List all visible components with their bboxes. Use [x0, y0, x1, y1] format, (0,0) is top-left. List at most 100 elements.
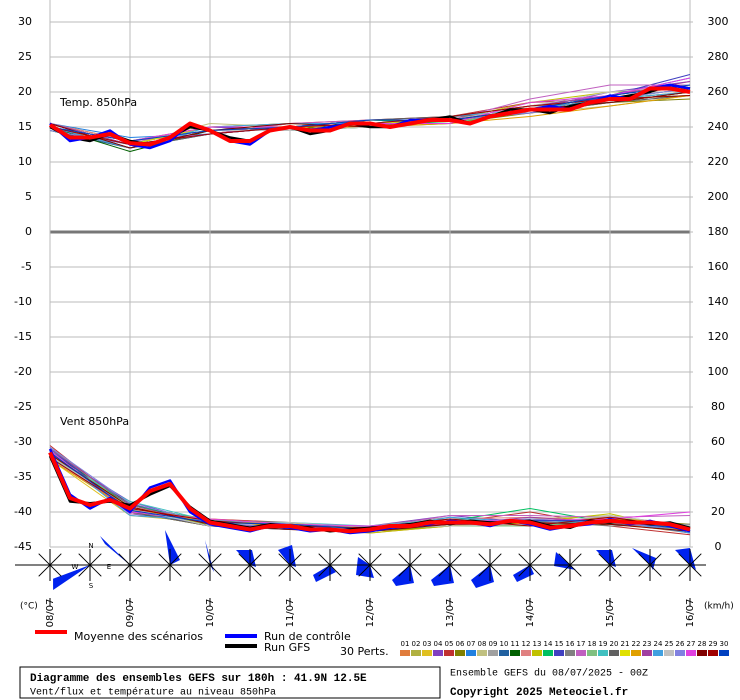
legend-label: 06	[456, 640, 465, 648]
legend-swatch	[587, 650, 597, 656]
plot	[48, 74, 691, 536]
compass-ray	[438, 553, 462, 577]
legend-label: 17	[577, 640, 586, 648]
compass-ray	[598, 553, 622, 577]
legend-label: 01	[401, 640, 410, 648]
y2-tick-label: 100	[708, 365, 729, 378]
x-tick-label: 11/07	[285, 599, 296, 628]
y-tick-label: -10	[14, 295, 32, 308]
compass-ray	[158, 553, 182, 577]
legend-label: 15	[555, 640, 564, 648]
y-tick-label: -35	[14, 470, 32, 483]
y-tick-label: -20	[14, 365, 32, 378]
legend-swatch	[543, 650, 553, 656]
y2-unit: (km/h)	[704, 602, 734, 612]
compass-ray	[118, 553, 142, 577]
y-tick-label: 30	[18, 15, 32, 28]
legend-label: 24	[654, 640, 663, 648]
y2-tick-label: 300	[708, 15, 729, 28]
legend-swatch	[499, 650, 509, 656]
legend-swatch	[598, 650, 608, 656]
legend-swatch	[444, 650, 454, 656]
legend-label: 09	[489, 640, 498, 648]
y2-tick-label: 20	[711, 505, 725, 518]
pert-temp-line	[49, 84, 691, 142]
legend-label: 21	[621, 640, 630, 648]
legend-swatch	[422, 650, 432, 656]
compass-ray	[318, 553, 342, 577]
x-tick-label: 13/07	[445, 599, 456, 628]
y-tick-label: -45	[14, 540, 32, 553]
x-tick-label: 10/07	[205, 599, 216, 628]
legend-label: 10	[500, 640, 509, 648]
rose-wedge	[596, 550, 616, 567]
y2-tick-label: 80	[711, 400, 725, 413]
rose-wedge	[165, 530, 180, 565]
footer-title: Diagramme des ensembles GEFS sur 180h : …	[30, 673, 367, 685]
legend-swatch	[653, 650, 663, 656]
legend-label: 07	[467, 640, 476, 648]
legend-label: 25	[665, 640, 674, 648]
y2-tick-label: 120	[708, 330, 729, 343]
legend-swatch	[455, 650, 465, 656]
legend-swatch	[620, 650, 630, 656]
legend-swatch	[609, 650, 619, 656]
compass-ray	[78, 553, 102, 577]
compass-ray	[518, 553, 542, 577]
legend-label: 23	[643, 640, 652, 648]
y-tick-label: 10	[18, 155, 32, 168]
legend-swatch	[521, 650, 531, 656]
y-tick-label: 25	[18, 50, 32, 63]
legend-swatch	[631, 650, 641, 656]
x-tick-label: 16/07	[685, 599, 696, 628]
legend-swatch	[466, 650, 476, 656]
wind-roses	[15, 530, 706, 590]
y2-tick-label: 260	[708, 85, 729, 98]
y2-tick-label: 60	[711, 435, 725, 448]
y2-tick-label: 160	[708, 260, 729, 273]
x-tick-label: 14/07	[525, 599, 536, 628]
x-tick-label: 12/07	[365, 599, 376, 628]
compass-ray	[38, 553, 62, 577]
legend-swatch	[433, 650, 443, 656]
legend-swatch	[719, 650, 729, 656]
y2-tick-label: 40	[711, 470, 725, 483]
legend-label: Run GFS	[264, 641, 310, 654]
compass-ray	[358, 553, 382, 577]
legend-swatch	[708, 650, 718, 656]
rose-wedge	[431, 565, 454, 586]
y-tick-label: -15	[14, 330, 32, 343]
y-tick-label: -25	[14, 400, 32, 413]
legend-swatch	[488, 650, 498, 656]
legend-swatch	[697, 650, 707, 656]
y2-tick-label: 220	[708, 155, 729, 168]
rose-wedge	[471, 565, 494, 588]
x-tick-label: 15/07	[605, 599, 616, 628]
y-unit: (°C)	[20, 602, 38, 612]
wind-label: Vent 850hPa	[60, 415, 129, 428]
legend-label: 30	[720, 640, 729, 648]
temp-label: Temp. 850hPa	[59, 96, 137, 109]
legend-label: 29	[709, 640, 718, 648]
legend-swatch	[642, 650, 652, 656]
perts-label: 30 Perts.	[340, 645, 389, 658]
y-tick-label: 20	[18, 85, 32, 98]
compass-label: S	[89, 582, 94, 590]
y-tick-label: 0	[25, 225, 32, 238]
footer-copyright: Copyright 2025 Meteociel.fr	[450, 687, 628, 699]
legend-swatch	[675, 650, 685, 656]
compass-label: E	[107, 563, 111, 571]
y-tick-label: -30	[14, 435, 32, 448]
legend-label: 12	[522, 640, 531, 648]
compass-ray	[638, 553, 662, 577]
legend-label: 16	[566, 640, 575, 648]
legend-label: 11	[511, 640, 520, 648]
rose-wedge	[53, 565, 90, 590]
compass-label: W	[72, 563, 79, 571]
compass-ray	[678, 553, 702, 577]
legend-label: 08	[478, 640, 487, 648]
compass-label: N	[88, 542, 93, 550]
legend-label: Run de contrôle	[264, 630, 351, 643]
labels: Temp. 850hPa Vent 850hPa (°C) (km/h) N W…	[14, 15, 734, 699]
legend-label: 04	[434, 640, 443, 648]
